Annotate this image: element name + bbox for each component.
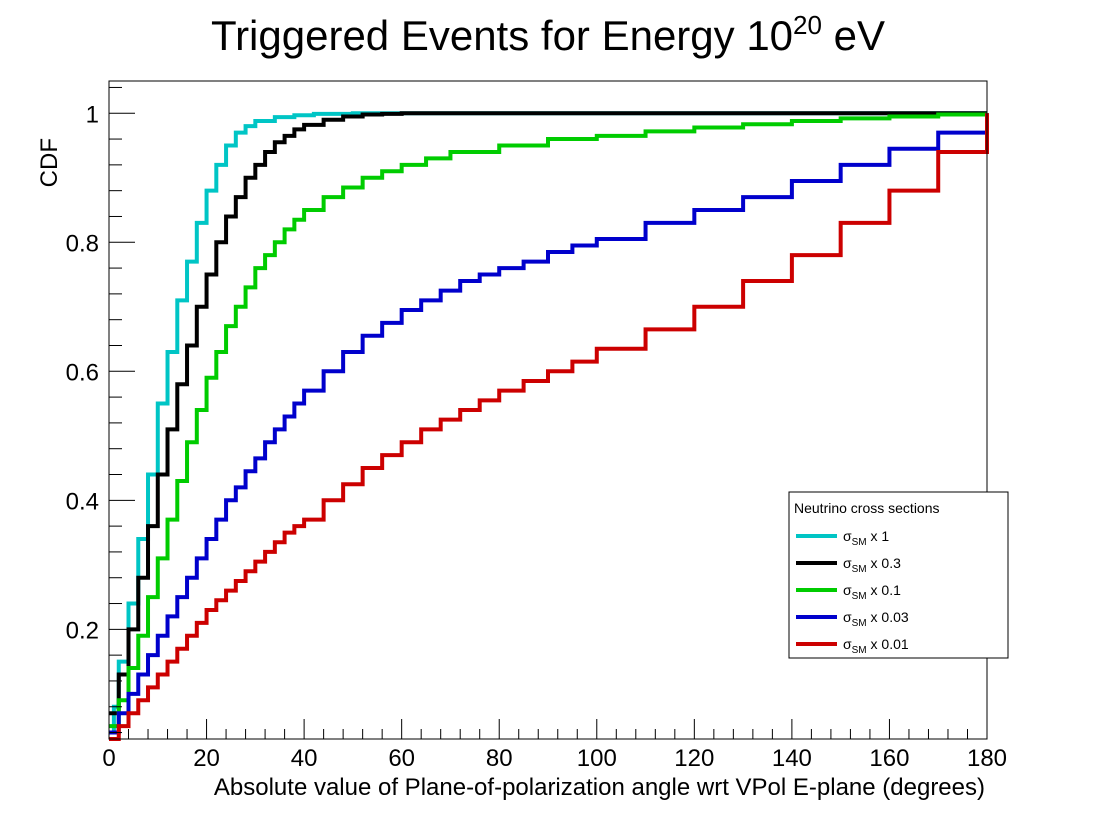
y-tick-label-1: 0.4 bbox=[66, 488, 99, 515]
legend-label-symbol-4: σ bbox=[843, 636, 852, 652]
x-axis-title: Absolute value of Plane-of-polarization … bbox=[214, 774, 985, 801]
legend-label-rest-0: x 1 bbox=[867, 528, 890, 544]
series-layer bbox=[109, 111, 989, 741]
legend-label-rest-3: x 0.03 bbox=[867, 609, 909, 625]
x-tick-label-4: 80 bbox=[486, 745, 513, 772]
legend-label-sub-3: SM bbox=[852, 618, 867, 629]
chart-title: Triggered Events for Energy 1020 eV bbox=[211, 10, 885, 59]
x-tick-label-7: 140 bbox=[772, 745, 812, 772]
x-tick-label-1: 20 bbox=[193, 745, 220, 772]
legend-label-symbol-1: σ bbox=[843, 555, 852, 571]
legend-label-rest-2: x 0.1 bbox=[867, 582, 901, 598]
legend-label-symbol-3: σ bbox=[843, 609, 852, 625]
legend-box bbox=[788, 491, 1009, 659]
legend-label-sub-4: SM bbox=[852, 645, 867, 656]
legend-label-symbol-0: σ bbox=[843, 528, 852, 544]
axis-layer: 0 20 40 60 80 100 120 140 160 180 0.2 0.4 0.6 0.8 1 bbox=[66, 86, 1007, 772]
y-tick-label-4: 1 bbox=[86, 101, 99, 128]
plot-frame bbox=[108, 80, 988, 740]
x-tick-label-8: 160 bbox=[869, 745, 909, 772]
legend-label-sub-0: SM bbox=[852, 537, 867, 548]
legend-label-4: σSM x 0.01 bbox=[843, 636, 909, 656]
legend-label-1: σSM x 0.3 bbox=[843, 555, 901, 575]
series-line-2 bbox=[109, 112, 989, 729]
x-tick-label-3: 60 bbox=[388, 745, 415, 772]
legend-label-3: σSM x 0.03 bbox=[843, 609, 909, 629]
legend-label-symbol-2: σ bbox=[843, 582, 852, 598]
x-tick-label-0: 0 bbox=[102, 745, 115, 772]
legend-label-rest-4: x 0.01 bbox=[867, 636, 909, 652]
legend-label-rest-1: x 0.3 bbox=[867, 555, 901, 571]
x-tick-label-6: 120 bbox=[674, 745, 714, 772]
legend-label-0: σSM x 1 bbox=[843, 528, 889, 548]
series-line-3 bbox=[109, 113, 989, 735]
y-tick-label-2: 0.6 bbox=[66, 359, 99, 386]
legend-header: Neutrino cross sections bbox=[794, 500, 940, 516]
y-tick-label-0: 0.2 bbox=[66, 617, 99, 644]
series-line-4 bbox=[109, 113, 989, 741]
y-axis-title: CDF bbox=[36, 138, 63, 187]
x-tick-label-9: 180 bbox=[967, 745, 1007, 772]
series-line-1 bbox=[109, 111, 987, 716]
legend-label-sub-1: SM bbox=[852, 564, 867, 575]
x-tick-label-5: 100 bbox=[577, 745, 617, 772]
x-tick-label-2: 40 bbox=[291, 745, 318, 772]
y-tick-label-3: 0.8 bbox=[66, 230, 99, 257]
legend-label-sub-2: SM bbox=[852, 591, 867, 602]
legend-label-2: σSM x 0.1 bbox=[843, 582, 901, 602]
